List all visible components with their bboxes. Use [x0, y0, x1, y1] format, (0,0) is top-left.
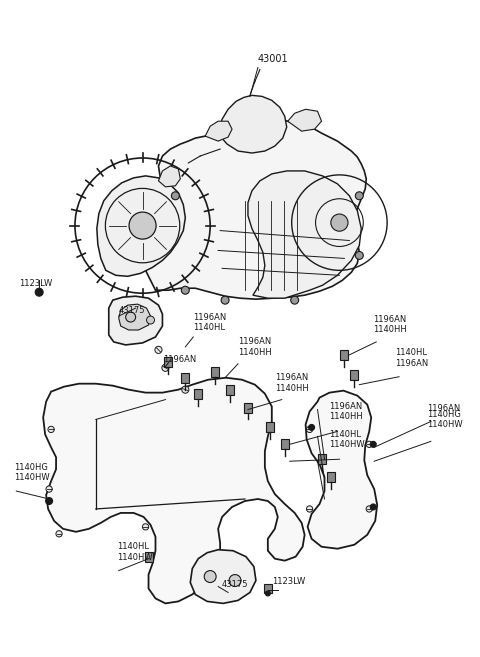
Circle shape	[162, 364, 169, 371]
Circle shape	[46, 486, 52, 492]
Circle shape	[331, 214, 348, 231]
Polygon shape	[211, 367, 219, 376]
Polygon shape	[205, 121, 232, 141]
Polygon shape	[244, 403, 252, 413]
Polygon shape	[190, 550, 256, 603]
Polygon shape	[288, 109, 322, 131]
Polygon shape	[266, 422, 274, 432]
Circle shape	[146, 316, 155, 324]
Circle shape	[126, 312, 136, 322]
Circle shape	[35, 288, 43, 296]
Circle shape	[370, 504, 376, 510]
Circle shape	[355, 252, 363, 260]
Text: 1196AN
1140HH: 1196AN 1140HH	[275, 373, 309, 393]
Polygon shape	[248, 171, 361, 298]
Text: 1196AN: 1196AN	[164, 355, 197, 365]
Circle shape	[171, 192, 180, 200]
Circle shape	[56, 531, 62, 537]
Text: 1196AN
1140HH: 1196AN 1140HH	[329, 402, 363, 421]
Polygon shape	[218, 95, 287, 153]
Circle shape	[181, 286, 189, 294]
Text: 43175: 43175	[119, 306, 145, 315]
Polygon shape	[144, 552, 153, 562]
Circle shape	[366, 506, 372, 512]
Circle shape	[182, 386, 189, 394]
Polygon shape	[158, 166, 180, 187]
Circle shape	[48, 426, 54, 432]
Text: 1140HG
1140HW: 1140HG 1140HW	[14, 463, 50, 482]
Polygon shape	[165, 357, 172, 367]
Text: 1196AN
1140HL: 1196AN 1140HL	[193, 313, 227, 332]
Circle shape	[265, 591, 270, 596]
Text: 1196AN
1140HH: 1196AN 1140HH	[238, 338, 272, 357]
Circle shape	[129, 212, 156, 239]
Polygon shape	[318, 454, 325, 464]
Circle shape	[355, 192, 363, 200]
Circle shape	[143, 524, 149, 530]
Text: 1196AN: 1196AN	[427, 403, 460, 413]
Polygon shape	[264, 583, 272, 593]
Text: 1196AN
1140HH: 1196AN 1140HH	[373, 315, 407, 334]
Circle shape	[264, 585, 271, 591]
Polygon shape	[109, 296, 162, 345]
Polygon shape	[181, 373, 189, 382]
Polygon shape	[139, 116, 366, 299]
Polygon shape	[97, 176, 185, 277]
Text: 43001: 43001	[258, 53, 288, 64]
Circle shape	[204, 570, 216, 583]
Polygon shape	[350, 370, 358, 380]
Polygon shape	[119, 304, 151, 330]
Circle shape	[370, 442, 376, 447]
Circle shape	[155, 346, 162, 353]
Text: 1140HG
1140HW: 1140HG 1140HW	[427, 410, 463, 430]
Text: 1140HL
1140HW: 1140HL 1140HW	[117, 542, 152, 562]
Text: 1123LW: 1123LW	[19, 279, 52, 288]
Polygon shape	[340, 350, 348, 360]
Circle shape	[229, 575, 241, 587]
Polygon shape	[306, 391, 377, 549]
Polygon shape	[327, 472, 336, 482]
Circle shape	[291, 296, 299, 304]
Polygon shape	[194, 389, 202, 399]
Circle shape	[306, 426, 313, 432]
Text: 1140HL
1196AN: 1140HL 1196AN	[395, 348, 428, 368]
Polygon shape	[43, 378, 305, 603]
Polygon shape	[226, 384, 234, 395]
Circle shape	[221, 296, 229, 304]
Circle shape	[366, 442, 372, 447]
Circle shape	[46, 497, 53, 505]
Circle shape	[309, 424, 314, 430]
Text: 43175: 43175	[222, 580, 249, 589]
Circle shape	[306, 506, 313, 512]
Text: 1123LW: 1123LW	[272, 577, 305, 586]
Polygon shape	[281, 440, 288, 449]
Text: 1140HL
1140HW: 1140HL 1140HW	[329, 430, 365, 449]
